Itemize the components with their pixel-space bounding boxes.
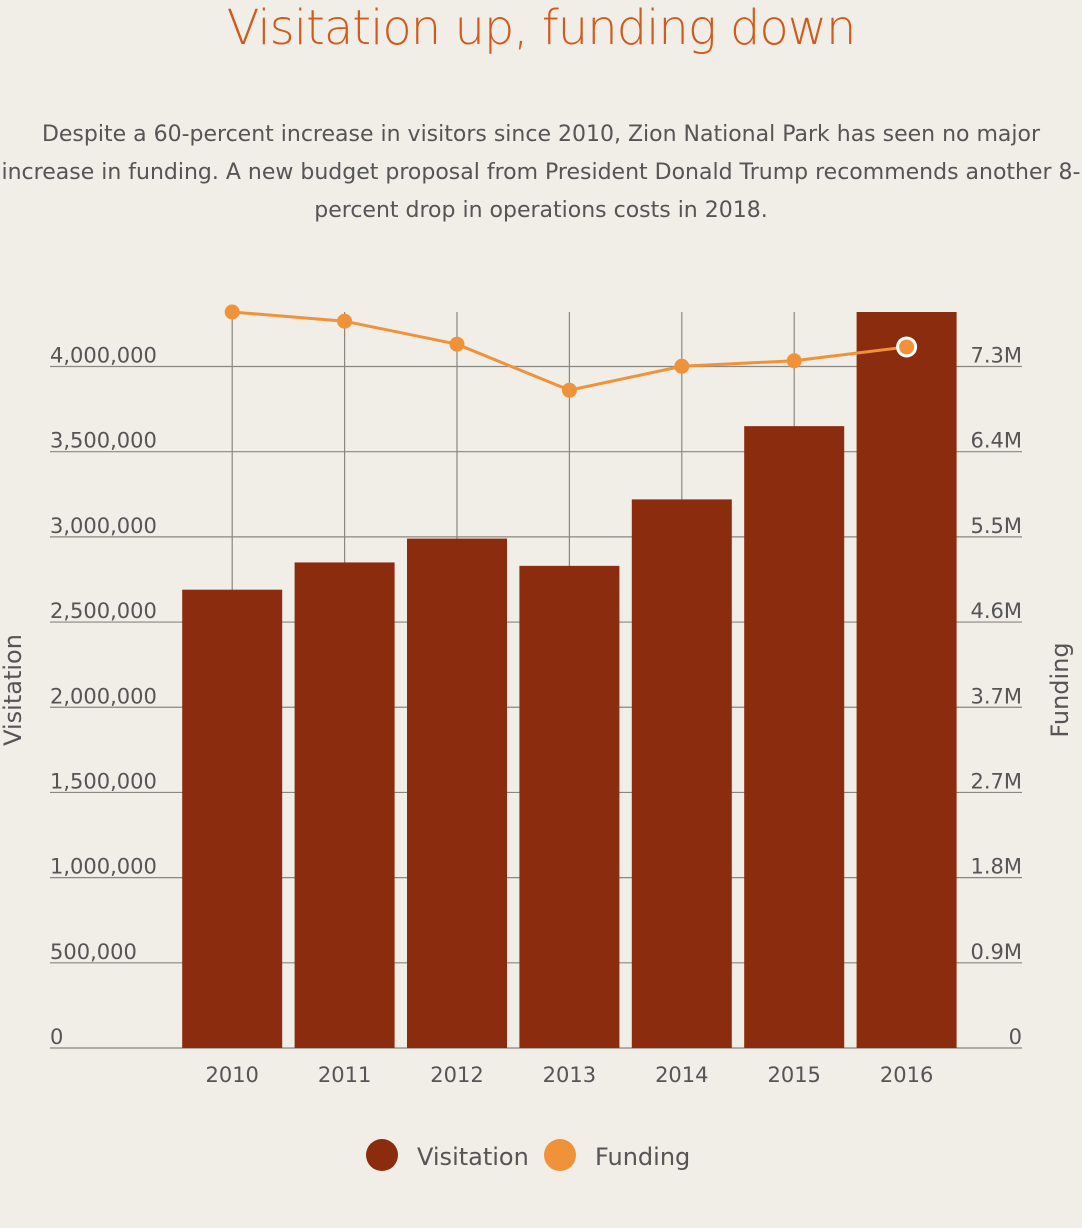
funding-line — [224, 304, 918, 398]
right-tick-label: 5.5M — [970, 514, 1022, 538]
y-axis-title: Visitation — [0, 634, 27, 746]
left-tick-label: 500,000 — [50, 940, 137, 964]
right-tick-label: 2.7M — [970, 769, 1022, 793]
right-tick-label: 4.6M — [970, 599, 1022, 623]
right-tick-label: 1.8M — [970, 855, 1022, 879]
legend: Visitation Funding — [366, 1139, 690, 1171]
funding-point — [449, 336, 465, 352]
visitation-bar — [407, 538, 507, 1048]
chart-subtitle: Despite a 60-percent increase in visitor… — [1, 122, 1081, 223]
x-tick-label: 2012 — [430, 1063, 483, 1087]
x-axis: 2010 2011 2012 2013 2014 2015 2016 — [205, 1063, 933, 1087]
left-tick-label: 4,000,000 — [50, 344, 157, 368]
left-tick-label: 1,000,000 — [50, 855, 157, 879]
visitation-bar — [182, 589, 283, 1048]
y2-axis-title: Funding — [1046, 642, 1074, 737]
funding-point — [224, 304, 240, 320]
visitation-bar — [519, 565, 620, 1048]
visitation-bar — [856, 312, 957, 1048]
visitation-bar — [294, 562, 395, 1048]
x-tick-label: 2010 — [205, 1063, 258, 1087]
funding-point — [337, 313, 353, 329]
funding-point — [561, 382, 577, 398]
legend-funding-swatch — [544, 1139, 576, 1171]
funding-point — [896, 336, 918, 358]
legend-funding-label: Funding — [595, 1143, 690, 1171]
visitation-bar — [744, 426, 845, 1048]
right-tick-label: 0.9M — [970, 940, 1022, 964]
chart-title: Visitation up, funding down — [226, 0, 857, 56]
visitation-bars — [182, 312, 957, 1048]
left-tick-label: 3,500,000 — [50, 429, 157, 453]
right-tick-label: 6.4M — [970, 429, 1022, 453]
left-tick-label: 2,000,000 — [50, 684, 157, 708]
right-axis: 0 0.9M 1.8M 2.7M 3.7M 4.6M 5.5M 6.4M 7.3M — [970, 344, 1022, 1049]
right-tick-label: 3.7M — [970, 684, 1022, 708]
left-axis: 0 500,000 1,000,000 1,500,000 2,000,000 2,500… — [50, 344, 157, 1049]
x-tick-label: 2015 — [767, 1063, 820, 1087]
funding-point — [674, 358, 690, 374]
funding-point — [786, 353, 802, 369]
left-tick-label: 1,500,000 — [50, 769, 157, 793]
x-tick-label: 2014 — [655, 1063, 708, 1087]
left-tick-label: 3,000,000 — [50, 514, 157, 538]
legend-visitation-label: Visitation — [417, 1143, 529, 1171]
left-tick-label: 0 — [50, 1025, 63, 1049]
visitation-bar — [631, 499, 732, 1048]
right-tick-label: 7.3M — [970, 344, 1022, 368]
x-tick-label: 2011 — [318, 1063, 371, 1087]
left-tick-label: 2,500,000 — [50, 599, 157, 623]
legend-visitation-swatch — [366, 1139, 398, 1171]
x-tick-label: 2016 — [880, 1063, 933, 1087]
right-tick-label: 0 — [1009, 1025, 1022, 1049]
x-tick-label: 2013 — [543, 1063, 596, 1087]
